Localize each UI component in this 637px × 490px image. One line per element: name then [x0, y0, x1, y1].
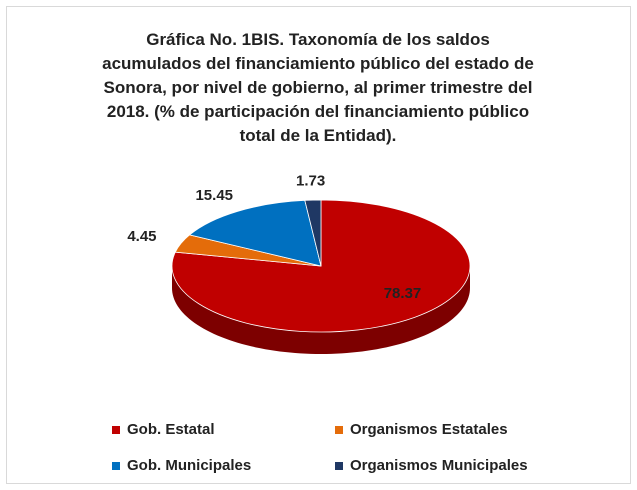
legend-swatch	[112, 426, 120, 434]
legend-swatch	[335, 426, 343, 434]
legend-label: Organismos Estatales	[350, 421, 508, 438]
data-label: 78.37	[384, 285, 422, 302]
pie-slice	[188, 199, 322, 267]
slice-side	[172, 266, 470, 354]
legend-label: Organismos Municipales	[350, 457, 528, 474]
legend-label: Gob. Municipales	[127, 457, 251, 474]
pie-slice	[304, 199, 322, 267]
legend-swatch	[335, 462, 343, 470]
data-label: 1.73	[296, 173, 325, 190]
legend-label: Gob. Estatal	[127, 421, 215, 438]
pie-slice	[171, 199, 471, 333]
chart-title: Gráfica No. 1BIS. Taxonomía de los saldo…	[102, 30, 534, 145]
data-label: 4.45	[127, 228, 156, 245]
data-label: 15.45	[195, 187, 233, 204]
legend-swatch	[112, 462, 120, 470]
